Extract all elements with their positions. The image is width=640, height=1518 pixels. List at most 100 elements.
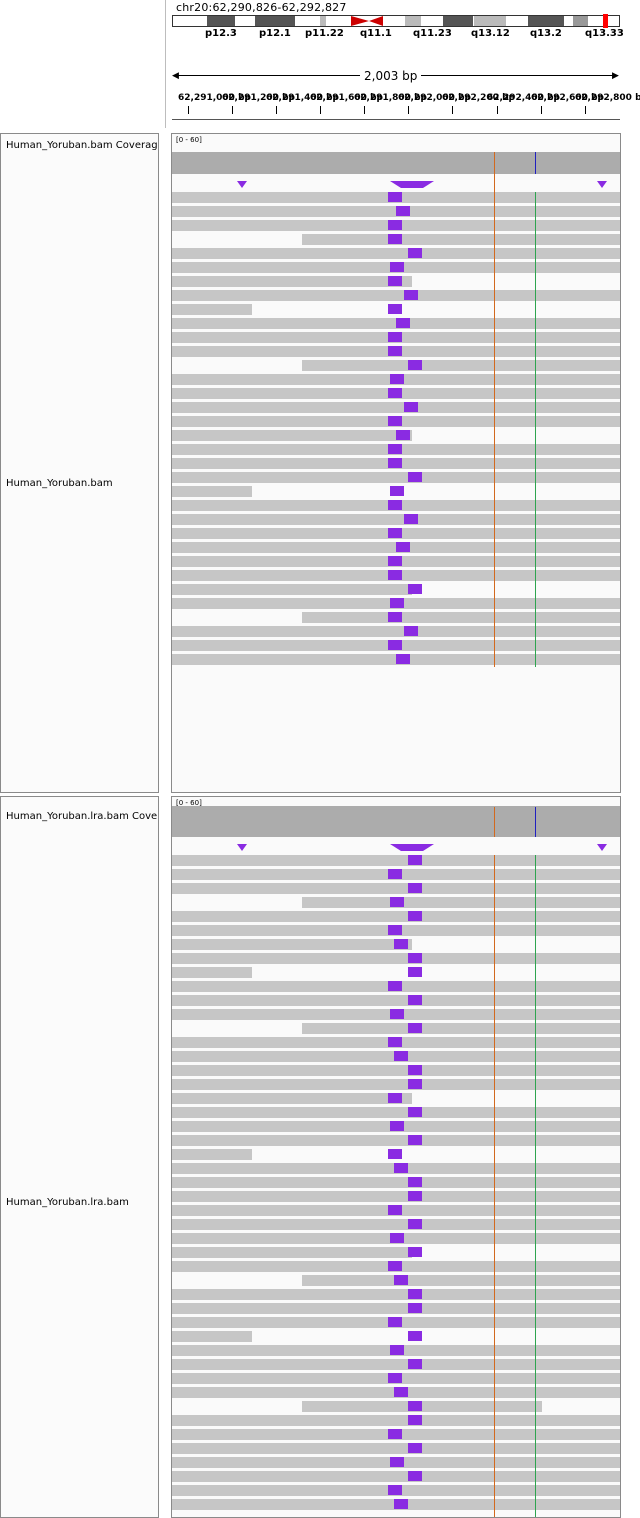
read-alignment[interactable] [172,1289,620,1300]
insertion-block[interactable] [388,1037,402,1047]
insertion-block[interactable] [390,262,404,272]
insertion-block[interactable] [408,1289,422,1299]
read-alignment[interactable] [172,1359,620,1370]
coverage-mismatch-marker[interactable] [494,807,495,837]
insertion-block[interactable] [388,612,402,622]
insertion-block[interactable] [388,500,402,510]
read-alignment[interactable] [302,612,620,623]
read-alignment[interactable] [172,248,620,259]
insertion-block[interactable] [408,1135,422,1145]
read-alignment[interactable] [172,1415,620,1426]
insertion-marker-icon[interactable] [597,181,607,188]
read-alignment[interactable] [302,897,620,908]
coverage-mismatch-marker[interactable] [535,152,536,174]
read-alignment[interactable] [172,1079,620,1090]
insertion-block[interactable] [390,1457,404,1467]
read-alignment[interactable] [172,290,620,301]
insertion-block[interactable] [408,967,422,977]
read-alignment[interactable] [172,855,620,866]
insertion-block[interactable] [408,1331,422,1341]
insertion-block[interactable] [404,290,418,300]
read-alignment[interactable] [172,1149,252,1160]
chromosome-ideogram[interactable] [172,14,620,28]
insertion-block[interactable] [394,1163,408,1173]
insertion-block[interactable] [394,1275,408,1285]
coverage-track-name[interactable]: Human_Yoruban.lra.bam Coverage [6,811,158,822]
insertion-marker-icon[interactable] [237,181,247,188]
read-alignment[interactable] [302,234,620,245]
insertion-block[interactable] [408,1023,422,1033]
read-alignment[interactable] [302,360,620,371]
read-alignment[interactable] [172,514,620,525]
insertion-block[interactable] [388,1373,402,1383]
insertion-block[interactable] [408,883,422,893]
insertion-block[interactable] [408,360,422,370]
insertion-block[interactable] [388,444,402,454]
insertion-block[interactable] [388,458,402,468]
read-alignment[interactable] [172,584,412,595]
insertion-block[interactable] [394,939,408,949]
read-alignment[interactable] [172,276,412,287]
track-data-panel-1[interactable]: [0 - 60] [171,133,621,793]
insertion-block[interactable] [388,1205,402,1215]
insertion-block[interactable] [408,472,422,482]
insertion-block[interactable] [388,556,402,566]
read-alignment[interactable] [172,402,620,413]
insertion-block[interactable] [394,1499,408,1509]
read-alignment[interactable] [172,430,412,441]
insertion-block[interactable] [390,374,404,384]
insertion-block[interactable] [408,1191,422,1201]
insertion-block[interactable] [408,1079,422,1089]
insertion-block[interactable] [390,598,404,608]
alignment-track-name[interactable]: Human_Yoruban.lra.bam [6,1197,129,1208]
read-alignment[interactable] [172,1303,620,1314]
insertion-block[interactable] [388,276,402,286]
insertion-block[interactable] [388,869,402,879]
read-alignment[interactable] [172,304,252,315]
read-alignment[interactable] [172,1135,620,1146]
insertion-block[interactable] [408,911,422,921]
insertion-block[interactable] [408,1303,422,1313]
insertion-block[interactable] [388,388,402,398]
read-alignment[interactable] [172,472,620,483]
insertion-block[interactable] [396,542,410,552]
insertion-block[interactable] [408,1415,422,1425]
insertion-block[interactable] [396,318,410,328]
insertion-block[interactable] [408,995,422,1005]
insertion-block[interactable] [390,1121,404,1131]
insertion-block[interactable] [408,1471,422,1481]
insertion-block[interactable] [388,346,402,356]
insertion-marker-icon[interactable] [390,844,434,851]
insertion-block[interactable] [408,1359,422,1369]
insertion-block[interactable] [388,1149,402,1159]
insertion-block[interactable] [408,855,422,865]
read-alignment[interactable] [172,995,620,1006]
insertion-block[interactable] [408,953,422,963]
coverage-track-name[interactable]: Human_Yoruban.bam Coverage [6,140,158,151]
read-alignment[interactable] [172,883,620,894]
insertion-block[interactable] [408,584,422,594]
read-alignment[interactable] [172,486,252,497]
coverage-histogram[interactable] [172,806,620,837]
coverage-mismatch-marker[interactable] [535,807,536,837]
insertion-block[interactable] [404,514,418,524]
read-alignment[interactable] [172,1247,412,1258]
read-alignment[interactable] [172,1219,620,1230]
insertion-block[interactable] [390,486,404,496]
coverage-histogram[interactable] [172,152,620,174]
read-alignment[interactable] [172,1443,620,1454]
insertion-block[interactable] [390,1009,404,1019]
insertion-block[interactable] [408,1107,422,1117]
insertion-block[interactable] [408,1219,422,1229]
track-data-panel-2[interactable]: [0 - 60] [171,796,621,1518]
insertion-block[interactable] [408,1401,422,1411]
insertion-block[interactable] [394,1051,408,1061]
insertion-block[interactable] [388,981,402,991]
insertion-block[interactable] [404,626,418,636]
insertion-block[interactable] [396,430,410,440]
insertion-block[interactable] [388,220,402,230]
insertion-marker-icon[interactable] [390,181,434,188]
read-alignment[interactable] [172,1093,412,1104]
insertion-block[interactable] [396,206,410,216]
insertion-block[interactable] [388,416,402,426]
